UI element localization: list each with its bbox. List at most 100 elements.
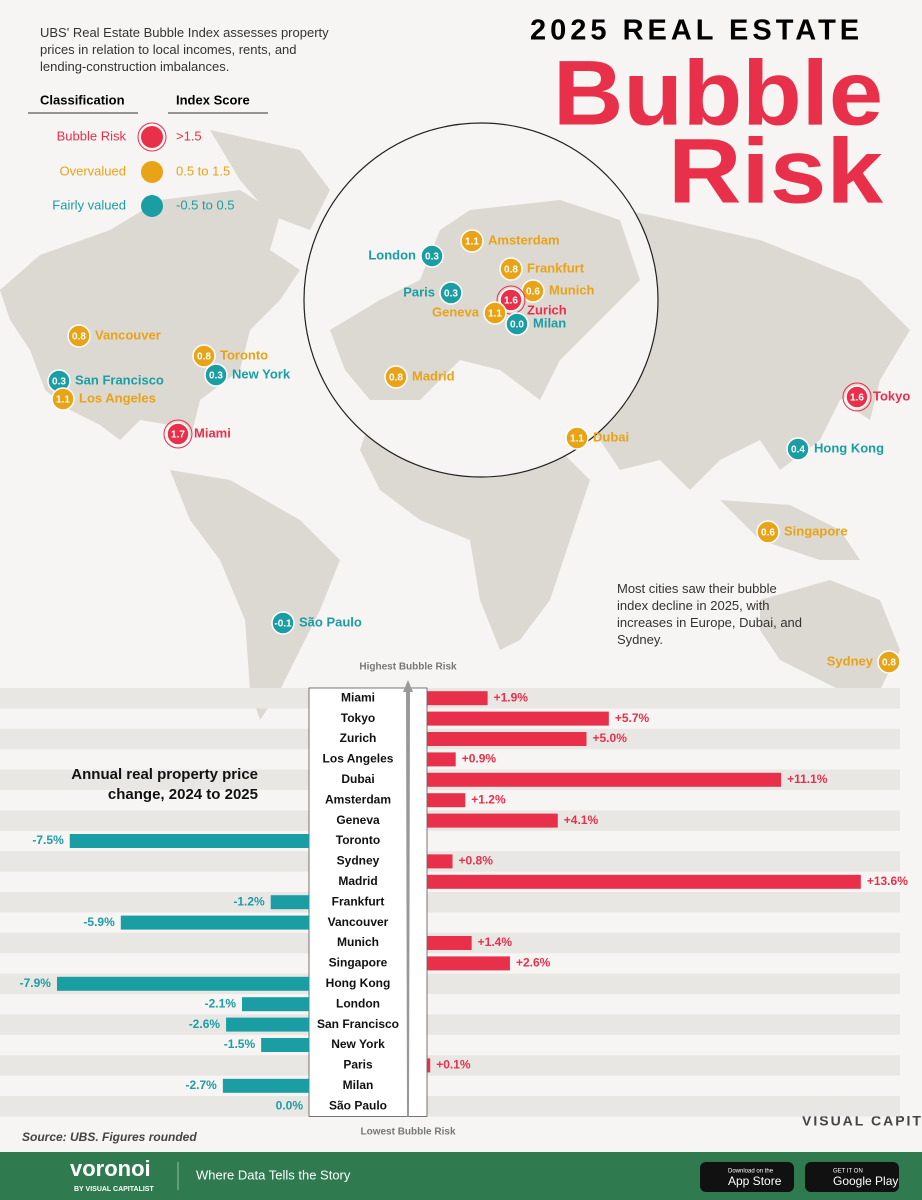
legend-range: 0.5 to 1.5 [176,163,230,178]
city-label: Frankfurt [527,260,585,275]
marker [67,324,91,348]
marker-score: 0.8 [197,352,211,363]
bar [222,1078,309,1093]
title-big: Risk [668,120,884,222]
category-label: Dubai [341,772,374,786]
category-label: Tokyo [341,711,375,725]
marker-score: 0.8 [389,373,403,384]
marker-score: 1.6 [504,296,518,307]
map-note: Most cities saw their bubble index decli… [617,581,803,647]
city-marker: -0.1 São Paulo [271,611,362,635]
intro: UBS' Real Estate Bubble Index assesses p… [40,25,329,74]
value-label: -2.1% [205,996,237,1010]
city-label: Toronto [220,347,268,362]
city-label: Hong Kong [814,440,884,455]
legend-label: Overvalued [60,163,126,178]
city-marker: 0.3 San Francisco [47,369,164,393]
city-marker: 0.0 Milan [505,312,566,336]
bar [427,1058,431,1073]
bar [427,711,609,726]
bar [427,691,488,706]
legend-heading: Classification [40,92,125,107]
legend-label: Fairly valued [52,197,126,212]
category-label: Vancouver [328,915,389,929]
city-label: Madrid [412,368,455,383]
value-label: -7.5% [32,833,64,847]
marker [756,520,780,544]
category-label: Geneva [336,813,380,827]
city-marker: 1.6 Tokyo [842,382,910,412]
marker-score: 1.7 [171,430,185,441]
marker [384,365,408,389]
marker-ring [163,419,193,449]
marker [845,385,869,409]
city-label: Paris [403,284,435,299]
bar [427,956,510,971]
value-label: 0.0% [276,1098,304,1112]
city-label: Zurich [527,302,567,317]
city-label: London [368,247,416,262]
marker-score: 0.8 [504,265,518,276]
bar [69,834,309,848]
category-label: Sydney [337,854,380,868]
app-store-badge[interactable] [700,1162,794,1192]
city-marker: 1.1 Amsterdam [460,229,560,253]
value-label: +2.6% [516,956,551,970]
city-marker: 1.1 Los Angeles [51,387,156,411]
marker [483,301,507,325]
city-label: Sydney [827,653,874,668]
city-label: Geneva [432,304,480,319]
legend-heading: Index Score [176,92,250,107]
category-label: Zurich [340,731,377,745]
marker [786,437,810,461]
city-marker: 0.8 Toronto [192,344,268,368]
marker-score: 0.6 [761,528,775,539]
value-label: -1.5% [224,1037,256,1051]
category-label: Milan [343,1078,374,1092]
legend-range: -0.5 to 0.5 [176,197,235,212]
marker [271,611,295,635]
marker [51,387,75,411]
city-marker: 0.8 Frankfurt [499,257,585,281]
marker [499,257,523,281]
category-label: São Paulo [329,1098,387,1112]
marker-score: 0.0 [510,320,524,331]
marker-score: 1.1 [570,434,584,445]
city-label: Miami [194,425,231,440]
value-label: +0.8% [459,854,494,868]
legend-label: Bubble Risk [57,128,127,143]
marker [420,244,444,268]
marker-score: 0.3 [209,371,223,382]
city-marker: 0.3 London [368,244,444,268]
category-label: Los Angeles [323,752,394,766]
value-label: +11.1% [787,772,828,786]
value-label: +0.9% [462,752,497,766]
city-label: Milan [533,315,566,330]
play-badge[interactable] [805,1162,899,1192]
marker-score: 0.8 [882,658,896,669]
category-label: Amsterdam [325,792,391,806]
marker-score: 0.3 [425,252,439,263]
value-label: -5.9% [83,915,115,929]
marker-score: 1.1 [56,395,70,406]
category-label: Toronto [336,833,380,847]
bar [226,1017,309,1032]
category-label: Singapore [329,956,388,970]
marker-score: 1.1 [465,237,479,248]
legend-ring [137,122,167,152]
row-stripe [0,1014,900,1035]
marker-score: 0.3 [52,377,66,388]
city-label: Amsterdam [488,232,560,247]
city-label: Los Angeles [79,390,156,405]
row-stripe [0,892,900,913]
category-label: Hong Kong [326,976,391,990]
marker-score: 0.8 [72,332,86,343]
marker [204,363,228,387]
value-label: +13.6% [867,874,908,888]
marker-score: 0.3 [444,289,458,300]
marker [192,344,216,368]
city-marker: 0.6 Munich [521,279,595,303]
value-label: -2.7% [186,1078,218,1092]
